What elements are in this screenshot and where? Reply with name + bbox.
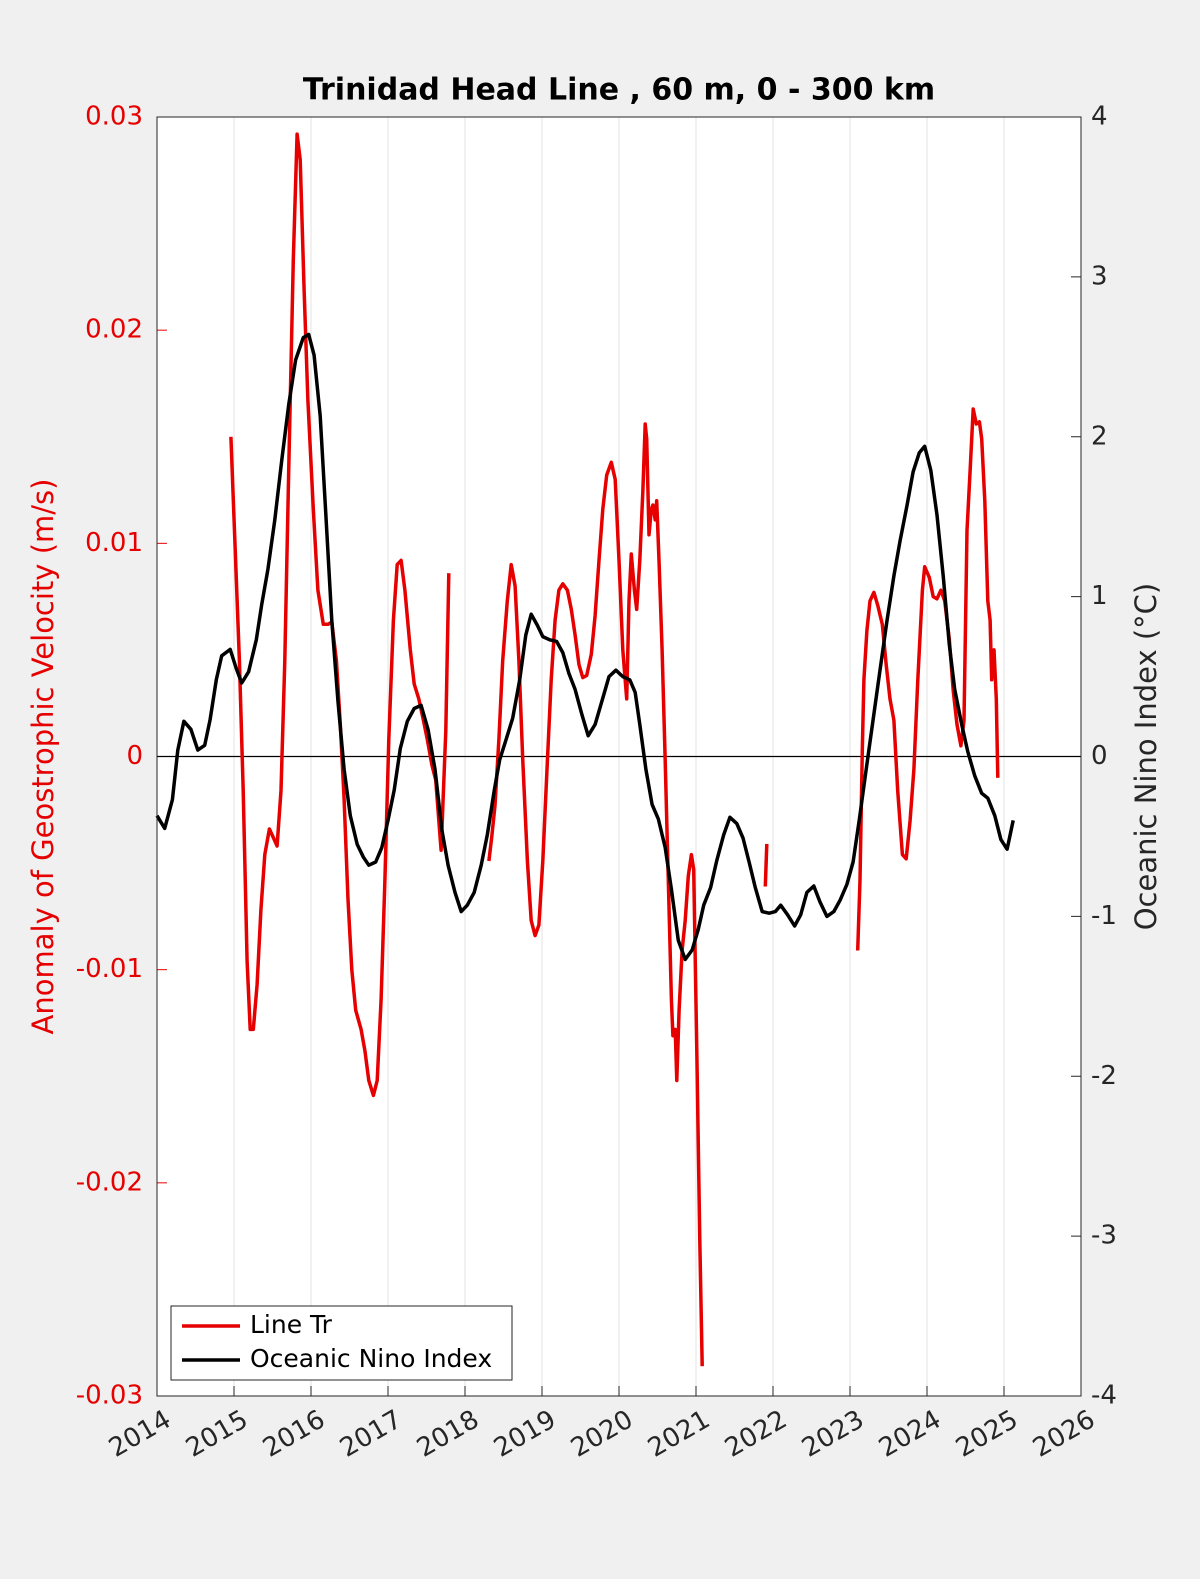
legend-label: Oceanic Nino Index <box>250 1344 492 1373</box>
axes-box <box>156 116 1082 1397</box>
x-tick-label: 2016 <box>258 1405 330 1464</box>
y-tick-label: -0.01 <box>76 954 143 984</box>
y2-tick-label: 3 <box>1091 261 1108 291</box>
x-tick-label: 2020 <box>566 1405 638 1464</box>
y-axis-label: Anomaly of Geostrophic Velocity (m/s) <box>26 479 60 1035</box>
y2-axis-label: Oceanic Nino Index (°C) <box>1129 583 1163 931</box>
chart-title: Trinidad Head Line , 60 m, 0 - 300 km <box>303 73 935 108</box>
y2-tick-label: -2 <box>1091 1061 1117 1091</box>
y-tick-label: 0 <box>126 741 143 771</box>
y-tick-label: -0.03 <box>76 1381 143 1411</box>
x-tick-label: 2026 <box>1028 1405 1100 1464</box>
y2-tick-label: 2 <box>1091 421 1108 451</box>
x-tick-label: 2015 <box>181 1405 253 1464</box>
legend-box <box>170 1305 513 1381</box>
x-tick-label: 2019 <box>489 1405 561 1464</box>
x-tick-label: 2023 <box>797 1405 869 1464</box>
x-tick-label: 2022 <box>720 1405 792 1464</box>
y2-tick-label: -3 <box>1091 1221 1117 1251</box>
x-tick-label: 2014 <box>104 1405 176 1464</box>
y-tick-label: 0.02 <box>85 315 143 345</box>
y2-tick-label: 0 <box>1091 741 1108 771</box>
y-tick-label: -0.02 <box>76 1167 143 1197</box>
x-tick-label: 2024 <box>874 1405 946 1464</box>
series-line <box>155 332 1015 962</box>
y-tick-label: 0.01 <box>85 528 143 558</box>
x-tick-label: 2025 <box>951 1405 1023 1464</box>
y-tick-label: 0.03 <box>85 102 143 132</box>
y2-tick-label: 1 <box>1091 581 1108 611</box>
y2-tick-label: -4 <box>1091 1381 1117 1411</box>
x-tick-label: 2017 <box>335 1405 407 1464</box>
y2-tick-label: -1 <box>1091 901 1117 931</box>
x-tick-label: 2018 <box>412 1405 484 1464</box>
legend-label: Line Tr <box>250 1310 333 1339</box>
x-tick-label: 2021 <box>643 1405 715 1464</box>
y2-tick-label: 4 <box>1091 102 1108 132</box>
